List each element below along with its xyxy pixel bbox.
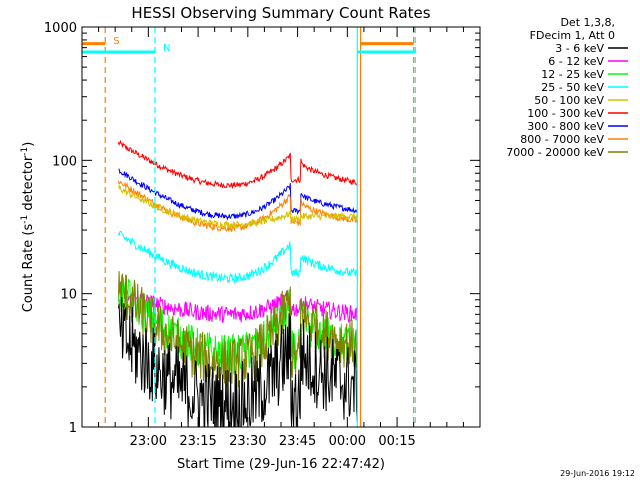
legend-label-7: 800 - 7000 keV bbox=[520, 133, 604, 146]
legend-label-1: 6 - 12 keV bbox=[548, 55, 604, 68]
series-7000-20000keV bbox=[118, 271, 358, 389]
marker-layer: SN bbox=[82, 27, 416, 427]
y-axis-label-sup2: -1 bbox=[20, 147, 30, 156]
legend-label-6: 300 - 800 keV bbox=[527, 120, 604, 133]
x-tick-label-23:00: 23:00 bbox=[130, 434, 167, 449]
legend-label-8: 7000 - 20000 keV bbox=[506, 146, 604, 159]
series-300-800keV bbox=[118, 168, 358, 221]
y-tick-label-1: 1 bbox=[69, 421, 77, 436]
series-6-12keV bbox=[118, 286, 358, 324]
legend-label-0: 3 - 6 keV bbox=[555, 42, 604, 55]
x-tick-label-23:15: 23:15 bbox=[179, 434, 216, 449]
flag-label-S: S bbox=[113, 36, 119, 47]
flag-label-N: N bbox=[163, 43, 170, 54]
legend-header-fdecim: FDecim 1, Att 0 bbox=[530, 29, 615, 42]
series-100-300keV bbox=[118, 139, 358, 190]
plot-frame bbox=[81, 26, 481, 428]
x-tick-label-00:15: 00:15 bbox=[378, 434, 415, 449]
y-axis-label: Count Rate (s-1 detector-1) bbox=[20, 142, 36, 313]
series-50-100keV bbox=[118, 183, 358, 230]
x-axis-label: Start Time (29-Jun-16 22:47:42) bbox=[177, 457, 385, 472]
x-tick-label-23:45: 23:45 bbox=[279, 434, 316, 449]
legend-label-2: 12 - 25 keV bbox=[541, 68, 604, 81]
y-tick-label-10: 10 bbox=[60, 288, 77, 303]
axis-layer: 1 10 100 1000 23:00 23:15 23:30 23:45 00:00 00:15 bbox=[44, 21, 481, 449]
y-axis-label-main: Count Rate (s bbox=[21, 224, 36, 313]
legend-label-4: 50 - 100 keV bbox=[534, 94, 604, 107]
series-layer bbox=[118, 139, 358, 428]
y-tick-label-100: 100 bbox=[52, 154, 77, 169]
y-tick-label-1000: 1000 bbox=[44, 21, 77, 36]
series-25-50keV bbox=[118, 230, 358, 284]
x-tick-label-00:00: 00:00 bbox=[329, 434, 366, 449]
timestamp: 29-Jun-2016 19:12 bbox=[560, 469, 635, 478]
legend-label-5: 100 - 300 keV bbox=[527, 107, 604, 120]
legend-header-det: Det 1,3,8, bbox=[560, 16, 615, 29]
chart-title: HESSI Observing Summary Count Rates bbox=[131, 4, 430, 22]
y-axis-label-sup1: -1 bbox=[20, 215, 30, 224]
y-axis-label-mid: detector bbox=[21, 155, 36, 215]
legend-label-3: 25 - 50 keV bbox=[541, 81, 604, 94]
x-tick-label-23:30: 23:30 bbox=[229, 434, 266, 449]
y-axis-label-end: ) bbox=[21, 142, 36, 147]
